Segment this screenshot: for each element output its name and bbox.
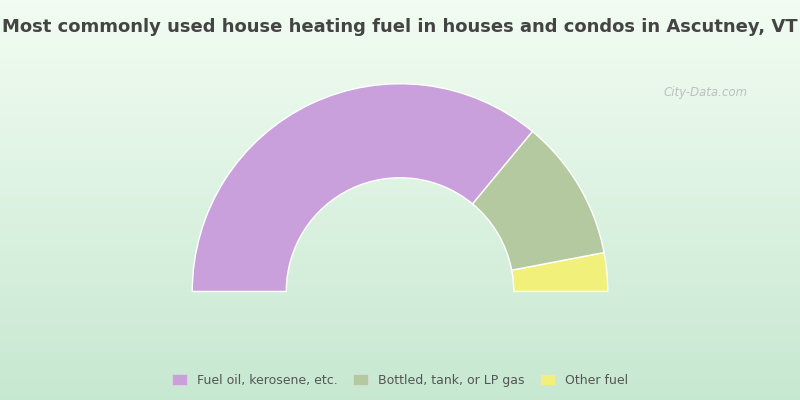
Legend: Fuel oil, kerosene, etc., Bottled, tank, or LP gas, Other fuel: Fuel oil, kerosene, etc., Bottled, tank,… (167, 369, 633, 392)
Text: City-Data.com: City-Data.com (664, 86, 748, 99)
Wedge shape (473, 132, 604, 270)
Wedge shape (192, 84, 533, 292)
Text: Most commonly used house heating fuel in houses and condos in Ascutney, VT: Most commonly used house heating fuel in… (2, 18, 798, 36)
Wedge shape (512, 252, 608, 292)
